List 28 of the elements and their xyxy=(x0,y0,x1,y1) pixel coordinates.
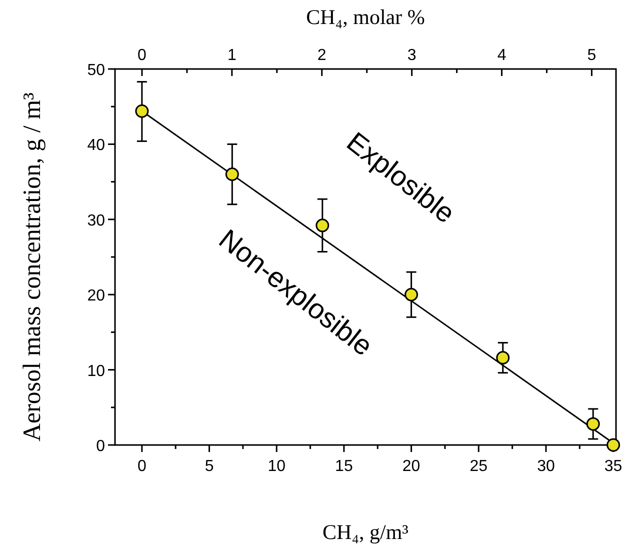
x-tick-label: 5 xyxy=(204,458,214,475)
y-tick-label: 50 xyxy=(87,62,106,79)
y-tick-label: 30 xyxy=(87,212,106,230)
y-tick-label: 10 xyxy=(87,362,106,380)
point xyxy=(586,417,600,431)
x2-tick-label: 2 xyxy=(317,47,326,64)
y-axis-title: Aerosol mass concentration, g / m³ xyxy=(19,92,46,442)
point xyxy=(404,288,418,302)
x2-axis-title: CH₄, molar % xyxy=(306,5,425,29)
x-axis-title: CH₄, g/m³ xyxy=(322,520,408,544)
point xyxy=(496,351,510,365)
y-tick-label: 40 xyxy=(87,137,106,154)
y-tick-label: 20 xyxy=(87,288,106,305)
x-tick-label: 15 xyxy=(335,458,353,475)
point xyxy=(135,104,149,118)
point xyxy=(225,168,239,182)
y-tick-label: 0 xyxy=(96,438,106,455)
x-tick-label: 10 xyxy=(268,458,286,475)
x2-tick-label: 3 xyxy=(407,47,416,64)
x-tick-label: 35 xyxy=(604,458,622,475)
x-tick-label: 30 xyxy=(537,458,555,475)
x2-tick-label: 4 xyxy=(497,47,506,64)
x2-tick-label: 0 xyxy=(138,47,147,64)
x-tick-label: 25 xyxy=(470,458,488,475)
x-tick-label: 0 xyxy=(137,458,146,475)
x2-tick-label: 5 xyxy=(587,47,596,64)
x2-tick-label: 1 xyxy=(227,47,236,64)
x-tick-label: 20 xyxy=(402,458,420,475)
